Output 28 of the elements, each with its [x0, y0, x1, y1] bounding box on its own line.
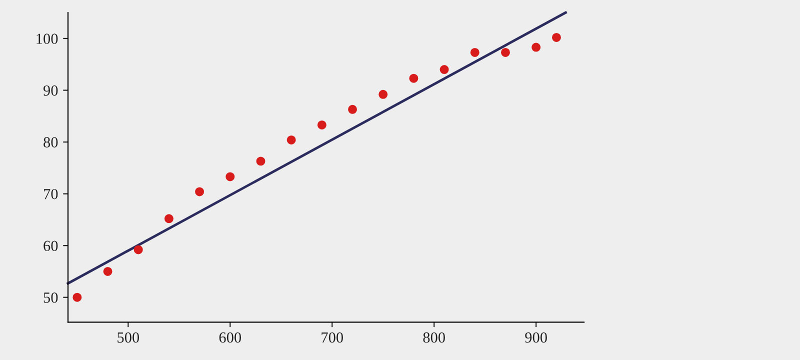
y-tick-label: 80	[44, 137, 58, 148]
x-tick-label: 600	[219, 332, 242, 343]
point	[317, 120, 326, 130]
point	[164, 214, 174, 224]
point	[195, 187, 204, 196]
point	[440, 65, 449, 74]
point	[470, 48, 480, 57]
point	[409, 74, 418, 83]
y-tick-label: 60	[44, 240, 58, 252]
point	[552, 32, 561, 42]
y-tick-label: 50	[44, 292, 58, 303]
point	[103, 266, 112, 276]
y-tick-label: 100	[36, 34, 58, 44]
point	[378, 90, 388, 99]
x-tick-label: 800	[423, 332, 445, 343]
point	[134, 245, 143, 254]
y-tick-label: 90	[43, 85, 58, 96]
point	[286, 135, 296, 144]
x-tick-label: 700	[322, 332, 343, 343]
x-tick-label: 900	[525, 332, 547, 343]
point	[500, 48, 510, 57]
point	[256, 156, 266, 166]
point	[348, 104, 358, 114]
x-tick-label: 500	[118, 332, 140, 343]
y-tick-label: 70	[44, 188, 58, 200]
point	[226, 172, 235, 182]
point	[532, 42, 541, 52]
point	[72, 292, 82, 302]
